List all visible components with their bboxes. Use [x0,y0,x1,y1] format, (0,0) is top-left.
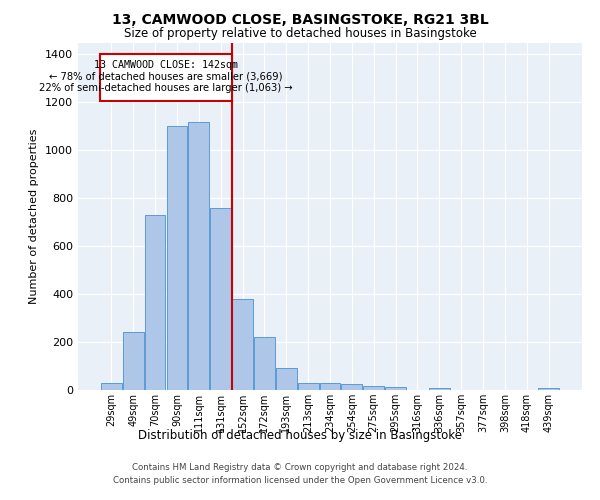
Bar [145,215,166,390]
Text: Contains HM Land Registry data © Crown copyright and database right 2024.: Contains HM Land Registry data © Crown c… [132,464,468,472]
Bar [364,386,384,390]
Text: Contains public sector information licensed under the Open Government Licence v3: Contains public sector information licen… [113,476,487,485]
Bar [101,384,122,390]
Bar [341,384,362,390]
Bar [123,332,143,390]
Bar [188,122,209,390]
Bar [538,388,559,390]
Text: ← 78% of detached houses are smaller (3,669): ← 78% of detached houses are smaller (3,… [49,72,283,82]
Bar [385,387,406,390]
Bar [100,54,232,101]
Text: Size of property relative to detached houses in Basingstoke: Size of property relative to detached ho… [124,28,476,40]
Y-axis label: Number of detached properties: Number of detached properties [29,128,40,304]
Bar [254,338,275,390]
Text: 22% of semi-detached houses are larger (1,063) →: 22% of semi-detached houses are larger (… [39,83,293,93]
Text: 13 CAMWOOD CLOSE: 142sqm: 13 CAMWOOD CLOSE: 142sqm [94,60,238,70]
Bar [210,208,231,390]
Bar [429,388,450,390]
Bar [167,126,187,390]
Bar [276,368,296,390]
Bar [298,384,319,390]
Bar [320,383,340,390]
Text: Distribution of detached houses by size in Basingstoke: Distribution of detached houses by size … [138,430,462,442]
Text: 13, CAMWOOD CLOSE, BASINGSTOKE, RG21 3BL: 13, CAMWOOD CLOSE, BASINGSTOKE, RG21 3BL [112,12,488,26]
Bar [232,299,253,390]
